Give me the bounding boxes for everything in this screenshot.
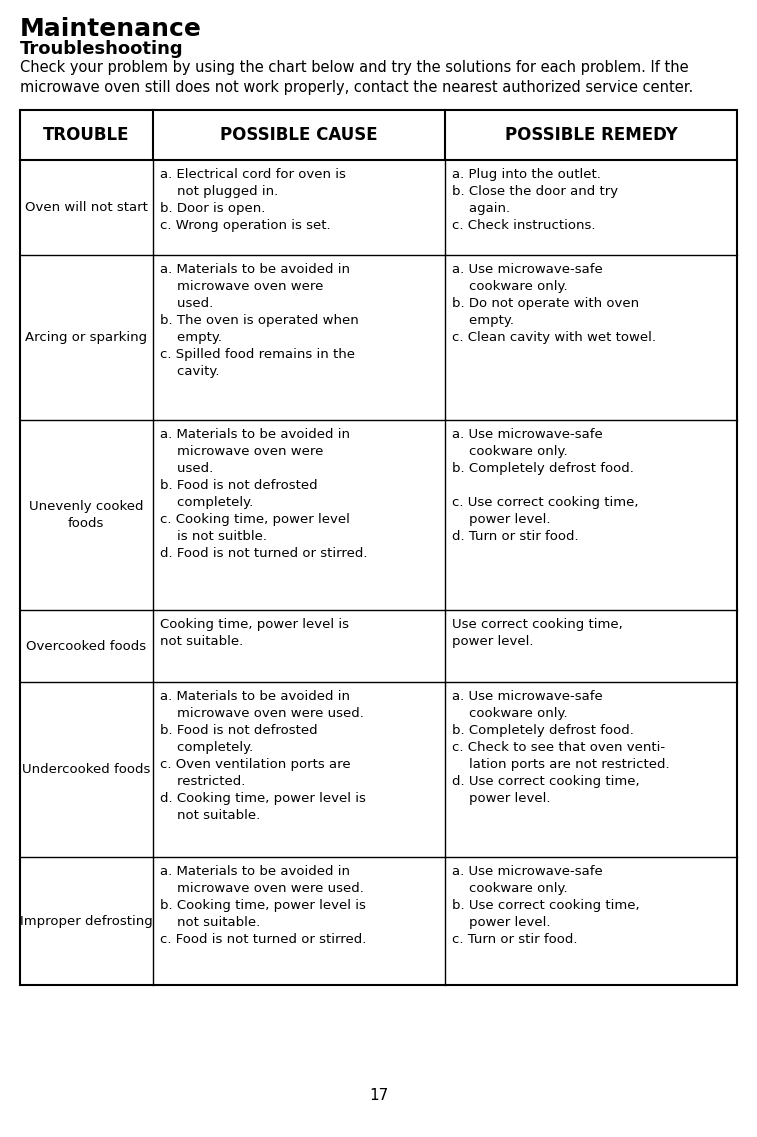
- Text: a. Materials to be avoided in
    microwave oven were used.
b. Cooking time, pow: a. Materials to be avoided in microwave …: [160, 865, 366, 946]
- Text: POSSIBLE REMEDY: POSSIBLE REMEDY: [505, 126, 678, 144]
- Text: a. Materials to be avoided in
    microwave oven were
    used.
b. Food is not d: a. Materials to be avoided in microwave …: [160, 428, 367, 561]
- Text: POSSIBLE CAUSE: POSSIBLE CAUSE: [220, 126, 378, 144]
- Text: Improper defrosting: Improper defrosting: [20, 914, 153, 928]
- Text: a. Plug into the outlet.
b. Close the door and try
    again.
c. Check instructi: a. Plug into the outlet. b. Close the do…: [452, 168, 618, 232]
- Text: Oven will not start: Oven will not start: [25, 201, 148, 214]
- Text: a. Use microwave-safe
    cookware only.
b. Use correct cooking time,
    power : a. Use microwave-safe cookware only. b. …: [452, 865, 640, 946]
- Text: Cooking time, power level is
not suitable.: Cooking time, power level is not suitabl…: [160, 619, 349, 648]
- Text: a. Materials to be avoided in
    microwave oven were used.
b. Food is not defro: a. Materials to be avoided in microwave …: [160, 690, 366, 822]
- Text: Maintenance: Maintenance: [20, 17, 202, 41]
- Text: Use correct cooking time,
power level.: Use correct cooking time, power level.: [452, 619, 623, 648]
- Bar: [20, 110, 737, 985]
- Text: TROUBLE: TROUBLE: [43, 126, 129, 144]
- Text: Troubleshooting: Troubleshooting: [20, 40, 184, 58]
- Text: a. Electrical cord for oven is
    not plugged in.
b. Door is open.
c. Wrong ope: a. Electrical cord for oven is not plugg…: [160, 168, 345, 232]
- Text: Undercooked foods: Undercooked foods: [22, 763, 151, 775]
- Text: Arcing or sparking: Arcing or sparking: [25, 331, 148, 345]
- Text: a. Use microwave-safe
    cookware only.
b. Completely defrost food.

c. Use cor: a. Use microwave-safe cookware only. b. …: [452, 428, 639, 543]
- Text: a. Use microwave-safe
    cookware only.
b. Do not operate with oven
    empty.
: a. Use microwave-safe cookware only. b. …: [452, 263, 656, 345]
- Text: Overcooked foods: Overcooked foods: [26, 639, 146, 653]
- Text: Unevenly cooked
foods: Unevenly cooked foods: [29, 500, 144, 530]
- Text: a. Materials to be avoided in
    microwave oven were
    used.
b. The oven is o: a. Materials to be avoided in microwave …: [160, 263, 358, 377]
- Text: a. Use microwave-safe
    cookware only.
b. Completely defrost food.
c. Check to: a. Use microwave-safe cookware only. b. …: [452, 690, 670, 805]
- Text: 17: 17: [369, 1087, 388, 1103]
- Text: Check your problem by using the chart below and try the solutions for each probl: Check your problem by using the chart be…: [20, 60, 693, 94]
